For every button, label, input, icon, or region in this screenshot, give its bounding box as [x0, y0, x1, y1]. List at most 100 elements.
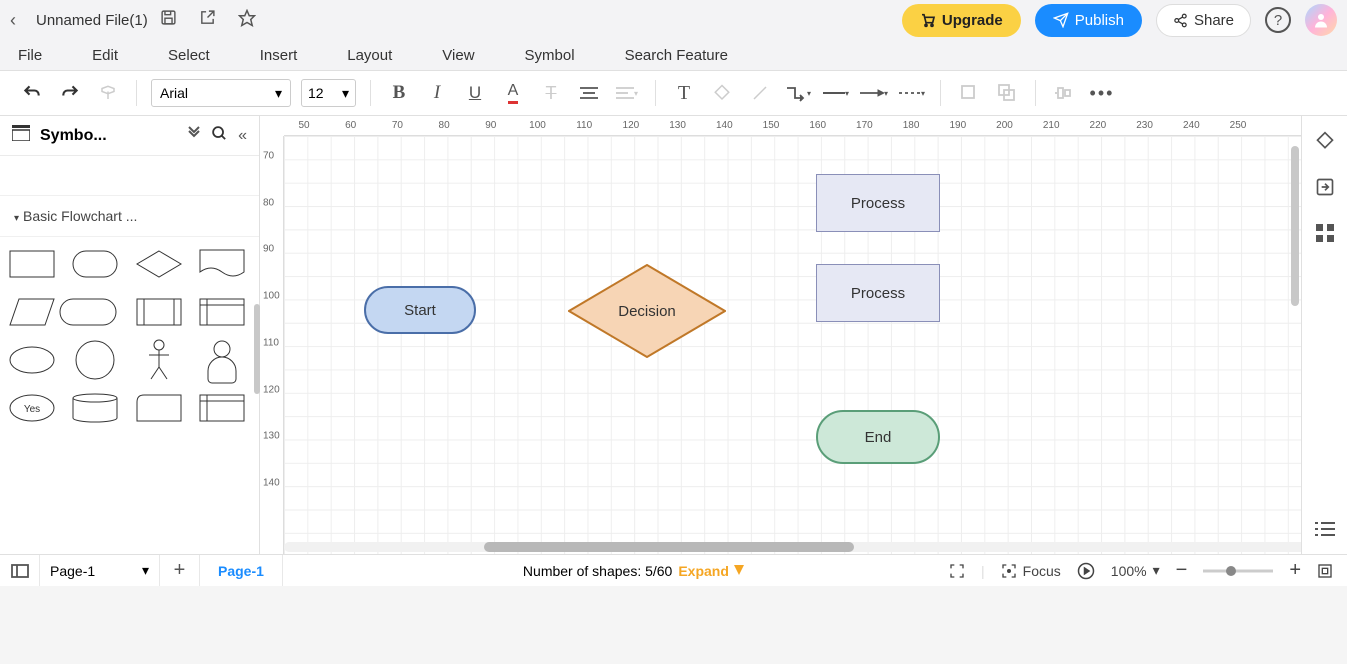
section-flowchart[interactable]: ▾Basic Flowchart ...: [0, 196, 259, 237]
fit-page-button[interactable]: [1317, 563, 1333, 579]
search-icon[interactable]: [211, 125, 228, 147]
stencil-card[interactable]: [133, 391, 185, 425]
redo-button[interactable]: [56, 79, 84, 107]
ruler-tick: 130: [263, 431, 280, 442]
stencil-database[interactable]: [69, 391, 121, 425]
stencil-person[interactable]: [196, 343, 248, 377]
chevron-down-icon: ▾: [342, 85, 349, 102]
line-color-button[interactable]: [746, 79, 774, 107]
ruler-tick: 70: [392, 120, 403, 131]
ruler-tick: 120: [623, 120, 640, 131]
stencil-circle[interactable]: [69, 343, 121, 377]
font-size-value: 12: [308, 85, 324, 101]
stencil-data[interactable]: [6, 295, 58, 329]
menu-insert[interactable]: Insert: [260, 47, 298, 64]
underline-button[interactable]: U: [461, 79, 489, 107]
italic-button[interactable]: I: [423, 79, 451, 107]
upgrade-button[interactable]: Upgrade: [902, 4, 1021, 37]
menu-select[interactable]: Select: [168, 47, 210, 64]
theme-icon[interactable]: [1314, 130, 1336, 152]
focus-button[interactable]: Focus: [1001, 563, 1061, 579]
svg-text:Yes: Yes: [24, 404, 40, 415]
stencil-document[interactable]: [196, 247, 248, 281]
menu-edit[interactable]: Edit: [92, 47, 118, 64]
save-icon[interactable]: [160, 9, 177, 32]
grid-icon[interactable]: [1314, 222, 1336, 244]
fill-color-button[interactable]: [708, 79, 736, 107]
bold-button[interactable]: B: [385, 79, 413, 107]
format-painter-button[interactable]: [94, 79, 122, 107]
ruler-vertical: 708090100110120130140: [260, 136, 284, 554]
stencil-ellipse[interactable]: [6, 343, 58, 377]
stencil-grid: Yes: [0, 237, 259, 435]
align-h-button[interactable]: [575, 79, 603, 107]
page-panel-icon[interactable]: [0, 555, 40, 586]
publish-button[interactable]: Publish: [1035, 4, 1142, 37]
stencil-actor[interactable]: [133, 343, 185, 377]
menu-file[interactable]: File: [18, 47, 42, 64]
connector-style-button[interactable]: ▾: [784, 79, 812, 107]
back-button[interactable]: ‹: [10, 10, 30, 31]
shape-process2[interactable]: Process: [816, 264, 940, 322]
shape-process1[interactable]: Process: [816, 174, 940, 232]
font-family-select[interactable]: Arial▾: [151, 79, 291, 107]
font-color-button[interactable]: A: [499, 79, 527, 107]
zoom-out-button[interactable]: −: [1176, 559, 1188, 582]
shape-decision[interactable]: Decision: [568, 264, 726, 358]
stencil-predefined[interactable]: [133, 295, 185, 329]
ruler-tick: 120: [263, 384, 280, 395]
ruler-tick: 250: [1230, 120, 1247, 131]
text-tool-button[interactable]: T: [670, 79, 698, 107]
menu-symbol[interactable]: Symbol: [525, 47, 575, 64]
menu-view[interactable]: View: [442, 47, 474, 64]
shadow-button[interactable]: [955, 79, 983, 107]
avatar[interactable]: [1305, 4, 1337, 36]
zoom-in-button[interactable]: +: [1289, 559, 1301, 582]
star-icon[interactable]: [238, 9, 256, 32]
zoom-level[interactable]: 100% ▾: [1111, 562, 1160, 579]
expand-button[interactable]: Expand: [678, 563, 744, 579]
align-v-button[interactable]: ▾: [613, 79, 641, 107]
list-icon[interactable]: [1314, 518, 1336, 540]
layer-button[interactable]: [993, 79, 1021, 107]
add-page-button[interactable]: +: [160, 555, 200, 586]
canvas-scrollbar-h[interactable]: [284, 542, 1337, 552]
ruler-tick: 50: [298, 120, 309, 131]
stencil-process[interactable]: [6, 247, 58, 281]
shape-end[interactable]: End: [816, 410, 940, 464]
ruler-tick: 180: [903, 120, 920, 131]
export-panel-icon[interactable]: [1314, 176, 1336, 198]
fullscreen-button[interactable]: [949, 563, 965, 579]
clear-format-button[interactable]: T: [537, 79, 565, 107]
undo-button[interactable]: [18, 79, 46, 107]
canvas[interactable]: 5060708090100110120130140150160170180190…: [260, 116, 1347, 554]
menu-search-feature[interactable]: Search Feature: [625, 47, 728, 64]
arrow-style-button[interactable]: ▾: [860, 79, 888, 107]
align-button[interactable]: [1050, 79, 1078, 107]
shape-start[interactable]: Start: [364, 286, 476, 334]
share-button[interactable]: Share: [1156, 4, 1251, 37]
stencil-table[interactable]: [196, 391, 248, 425]
line-dash-button[interactable]: ▾: [898, 79, 926, 107]
stencil-yes-label[interactable]: Yes: [6, 391, 58, 425]
expand-icon[interactable]: [187, 126, 201, 145]
stencil-terminator[interactable]: [69, 247, 121, 281]
filename[interactable]: Unnamed File(1): [36, 12, 148, 29]
export-icon[interactable]: [199, 9, 216, 32]
zoom-slider[interactable]: [1203, 565, 1273, 577]
help-button[interactable]: ?: [1265, 7, 1291, 33]
font-size-select[interactable]: 12 ▾: [301, 79, 356, 107]
line-weight-button[interactable]: ▾: [822, 79, 850, 107]
page-select[interactable]: Page-1▾: [40, 555, 160, 586]
sidebar-title: Symbo...: [40, 127, 177, 145]
canvas-scrollbar-v[interactable]: [1291, 136, 1299, 536]
page-tab-active[interactable]: Page-1: [200, 555, 283, 586]
stencil-delay[interactable]: [69, 295, 121, 329]
stencil-decision[interactable]: [133, 247, 185, 281]
more-button[interactable]: •••: [1088, 79, 1116, 107]
chevron-down-icon: ▾: [142, 562, 149, 579]
stencil-internal-storage[interactable]: [196, 295, 248, 329]
collapse-sidebar-icon[interactable]: «: [238, 127, 247, 145]
play-button[interactable]: [1077, 562, 1095, 580]
menu-layout[interactable]: Layout: [347, 47, 392, 64]
